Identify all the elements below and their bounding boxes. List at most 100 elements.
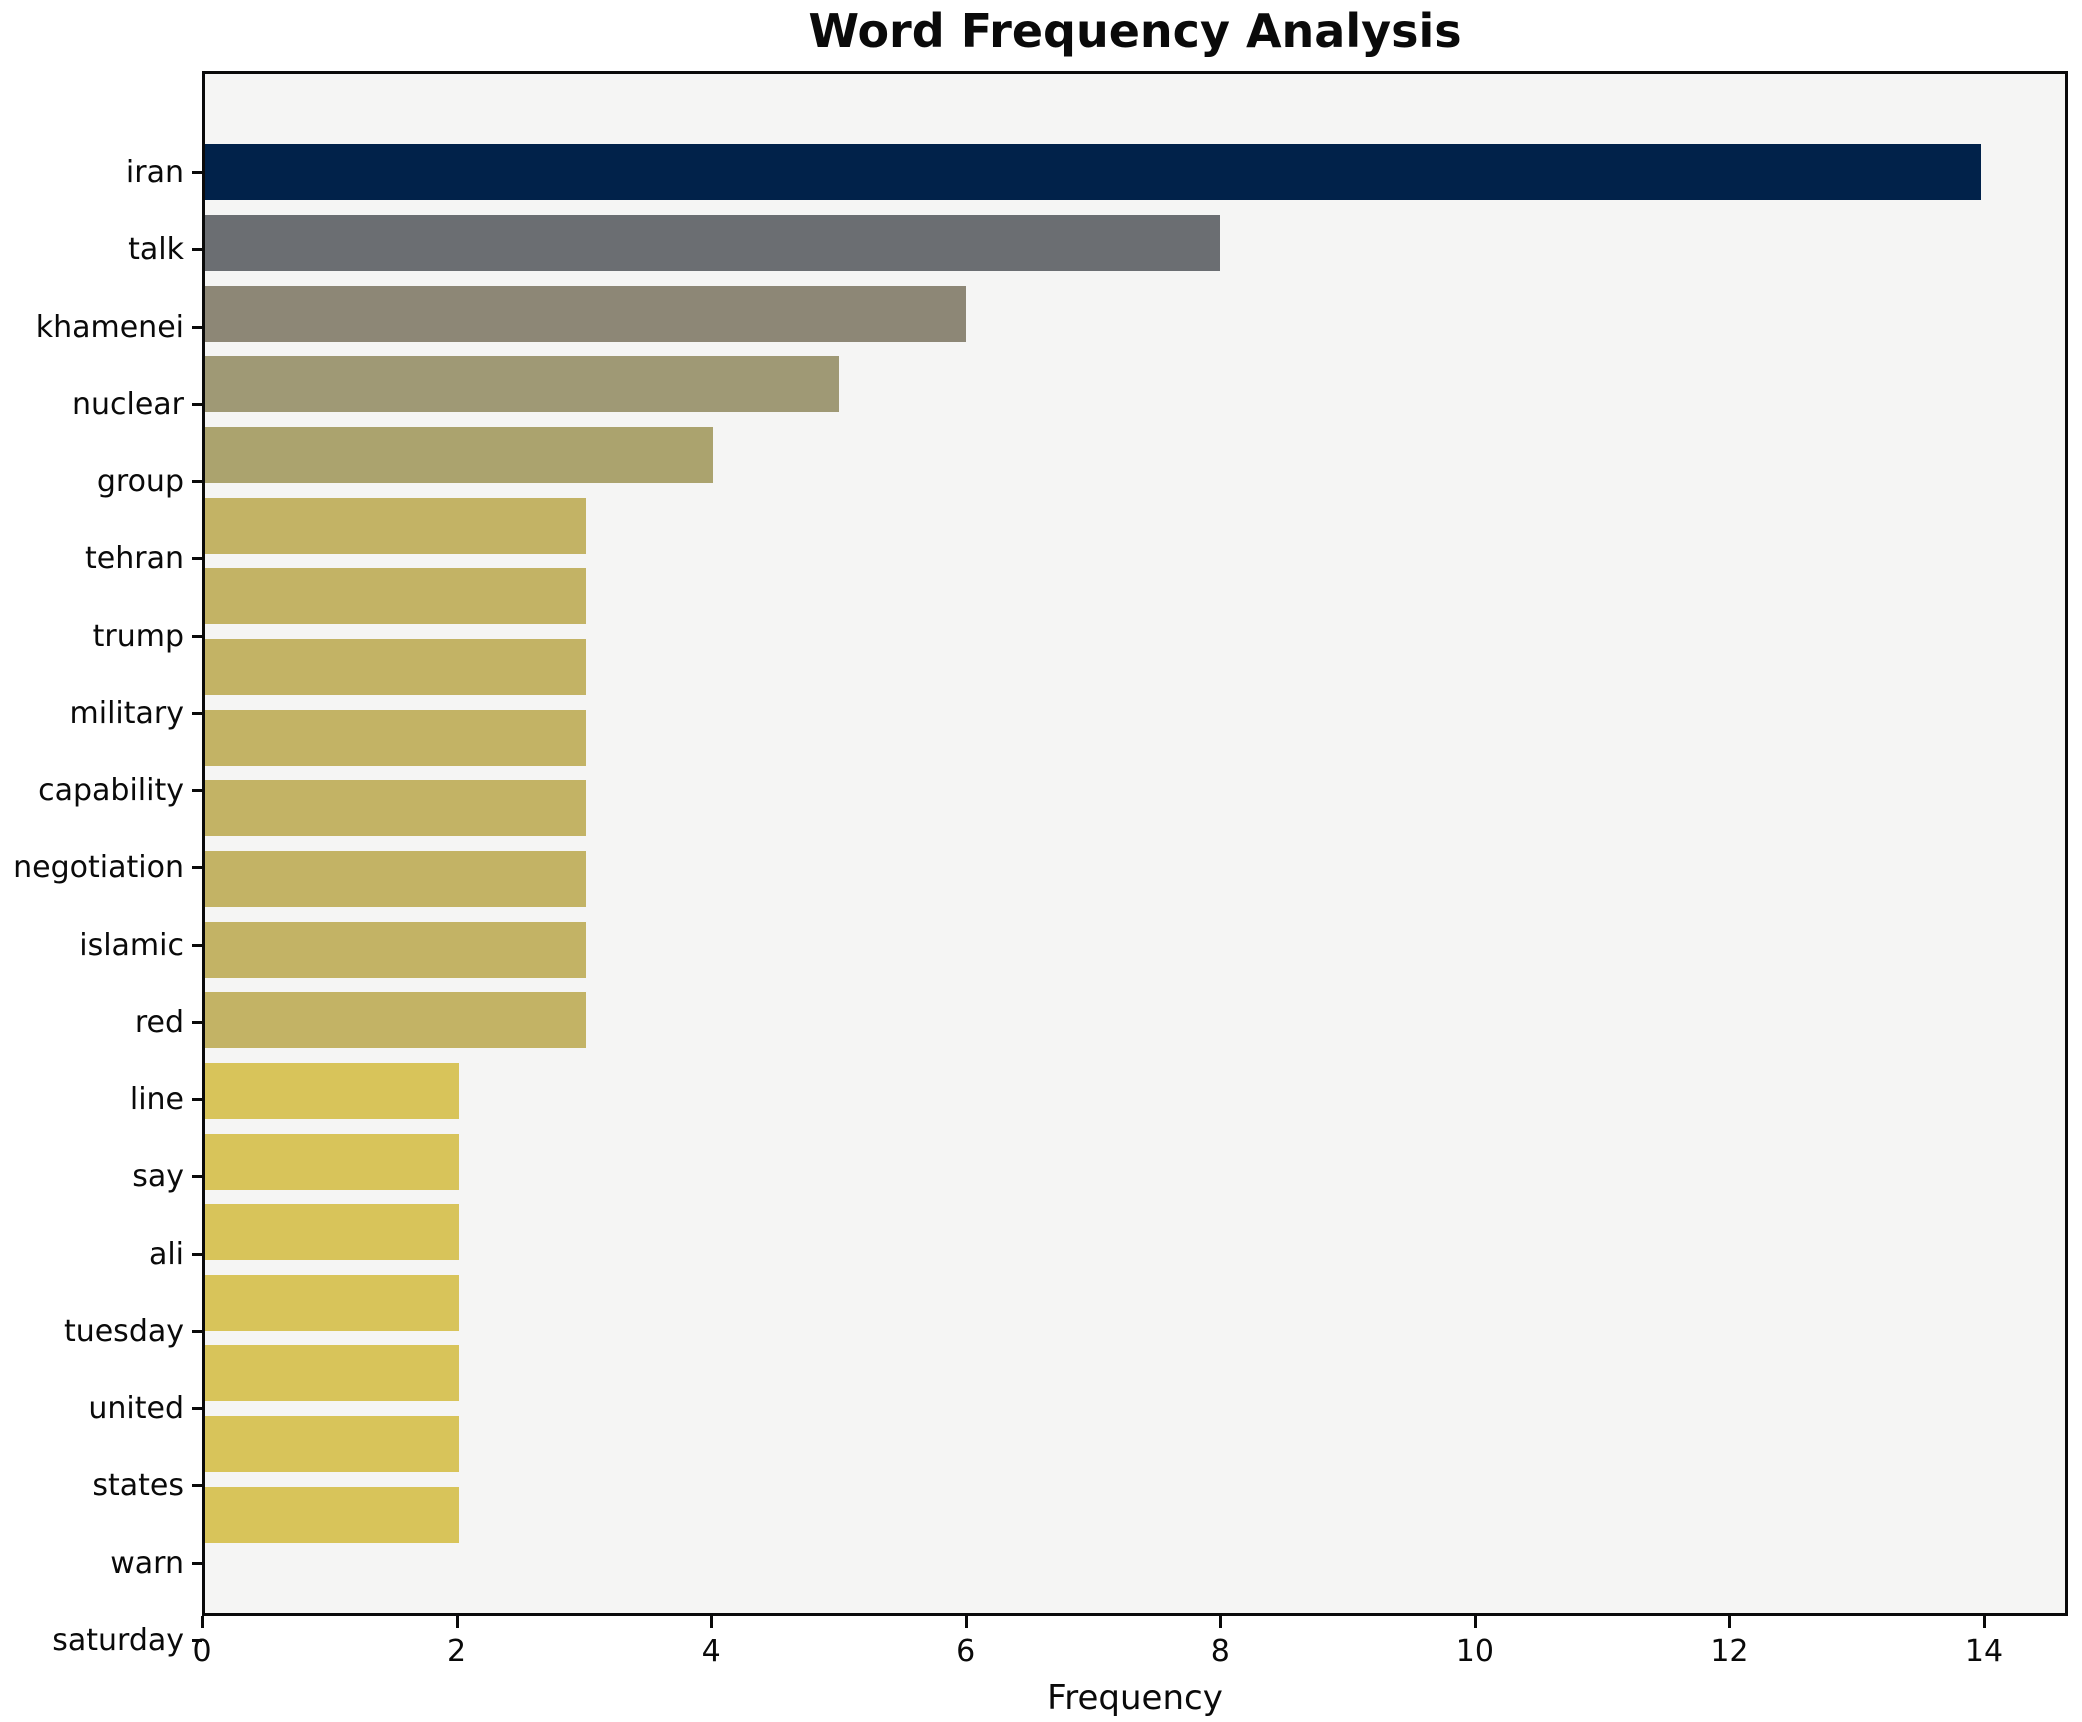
- bar-row-negotiation: [205, 773, 2065, 844]
- y-label-row-islamic: islamic: [0, 907, 202, 984]
- y-tick-label-negotiation: negotiation: [13, 850, 184, 886]
- bar-states: [205, 1345, 459, 1402]
- bar-row-islamic: [205, 844, 2065, 915]
- bar-row-military: [205, 632, 2065, 703]
- y-tick-mark: [192, 171, 202, 175]
- y-label-row-group: group: [0, 443, 202, 520]
- bar-negotiation: [205, 780, 586, 837]
- y-tick-mark: [192, 248, 202, 252]
- bar-talk: [205, 214, 1220, 271]
- x-tick-label-0: 0: [192, 1634, 212, 1669]
- bar-row-ali: [205, 1126, 2065, 1197]
- bar-row-talk: [205, 208, 2065, 279]
- y-tick-label-talk: talk: [128, 232, 184, 268]
- bar-row-states: [205, 1338, 2065, 1409]
- y-tick-mark: [192, 325, 202, 329]
- y-tick-label-saturday: saturday: [52, 1622, 184, 1658]
- y-label-row-say: say: [0, 1138, 202, 1215]
- x-tick-label-10: 10: [1455, 1634, 1494, 1669]
- y-label-row-iran: iran: [0, 134, 202, 211]
- bar-united: [205, 1274, 459, 1331]
- bar-row-group: [205, 420, 2065, 491]
- bar-warn: [205, 1416, 459, 1473]
- y-tick-label-red: red: [134, 1004, 184, 1040]
- y-label-row-negotiation: negotiation: [0, 829, 202, 906]
- plot-area: [202, 71, 2068, 1616]
- bar-group: [205, 426, 713, 483]
- y-tick-mark: [192, 1484, 202, 1488]
- y-tick-mark: [192, 1561, 202, 1565]
- bar-row-nuclear: [205, 349, 2065, 420]
- y-label-row-warn: warn: [0, 1525, 202, 1602]
- y-tick-mark: [192, 1252, 202, 1256]
- bar-row-trump: [205, 561, 2065, 632]
- bar-islamic: [205, 850, 586, 907]
- y-tick-mark: [192, 1329, 202, 1333]
- y-tick-label-tehran: tehran: [85, 541, 184, 577]
- bar-row-united: [205, 1268, 2065, 1339]
- y-tick-mark: [192, 1098, 202, 1102]
- y-label-row-military: military: [0, 675, 202, 752]
- y-label-row-ali: ali: [0, 1216, 202, 1293]
- y-tick-label-ali: ali: [148, 1236, 184, 1272]
- y-tick-label-capability: capability: [38, 773, 184, 809]
- y-tick-mark: [192, 480, 202, 484]
- x-tick-mark-0: [201, 1616, 204, 1628]
- bar-tehran: [205, 497, 586, 554]
- bar-say: [205, 1062, 459, 1119]
- bar-row-saturday: [205, 1479, 2065, 1550]
- y-label-row-capability: capability: [0, 752, 202, 829]
- bar-row-tehran: [205, 490, 2065, 561]
- y-label-row-nuclear: nuclear: [0, 366, 202, 443]
- bar-row-red: [205, 914, 2065, 985]
- bar-saturday: [205, 1486, 459, 1543]
- x-tick-label-14: 14: [1964, 1634, 2004, 1669]
- y-tick-label-iran: iran: [125, 155, 184, 191]
- x-tick-label-2: 2: [447, 1634, 467, 1669]
- y-label-row-khamenei: khamenei: [0, 289, 202, 366]
- y-tick-label-nuclear: nuclear: [71, 386, 184, 422]
- y-label-row-red: red: [0, 984, 202, 1061]
- y-label-row-states: states: [0, 1447, 202, 1524]
- x-tick-label-6: 6: [956, 1634, 976, 1669]
- bar-khamenei: [205, 285, 967, 342]
- bar-row-tuesday: [205, 1197, 2065, 1268]
- x-tick-label-8: 8: [1210, 1634, 1230, 1669]
- y-label-row-talk: talk: [0, 211, 202, 288]
- y-label-row-line: line: [0, 1061, 202, 1138]
- y-label-row-united: united: [0, 1370, 202, 1447]
- y-label-row-tuesday: tuesday: [0, 1293, 202, 1370]
- y-tick-mark: [192, 789, 202, 793]
- y-label-row-tehran: tehran: [0, 520, 202, 597]
- bar-ali: [205, 1133, 459, 1190]
- chart-title: Word Frequency Analysis: [808, 4, 1462, 58]
- bar-iran: [205, 144, 1982, 201]
- y-tick-mark: [192, 1407, 202, 1411]
- bar-row-warn: [205, 1409, 2065, 1480]
- y-label-row-saturday: saturday: [0, 1602, 202, 1679]
- x-tick-mark-14: [1982, 1616, 1986, 1628]
- bar-nuclear: [205, 356, 840, 413]
- y-tick-label-military: military: [69, 695, 184, 731]
- bar-line: [205, 992, 586, 1049]
- bar-military: [205, 638, 586, 695]
- y-label-row-trump: trump: [0, 598, 202, 675]
- y-tick-label-group: group: [96, 464, 184, 500]
- y-tick-mark: [192, 1020, 202, 1024]
- bar-row-say: [205, 1056, 2065, 1127]
- y-tick-label-islamic: islamic: [79, 927, 184, 963]
- y-tick-label-tuesday: tuesday: [63, 1313, 184, 1349]
- y-tick-mark: [192, 943, 202, 947]
- x-tick-label-4: 4: [701, 1634, 721, 1669]
- x-tick-mark-12: [1728, 1616, 1732, 1628]
- y-tick-mark: [192, 711, 202, 715]
- bar-capability: [205, 709, 586, 766]
- y-tick-mark: [192, 1175, 202, 1179]
- x-axis-title: Frequency: [1047, 1678, 1223, 1718]
- y-tick-mark: [192, 557, 202, 561]
- y-tick-label-trump: trump: [92, 618, 184, 654]
- x-tick-mark-8: [1219, 1616, 1223, 1628]
- y-tick-mark: [192, 634, 202, 638]
- y-tick-label-united: united: [88, 1391, 184, 1427]
